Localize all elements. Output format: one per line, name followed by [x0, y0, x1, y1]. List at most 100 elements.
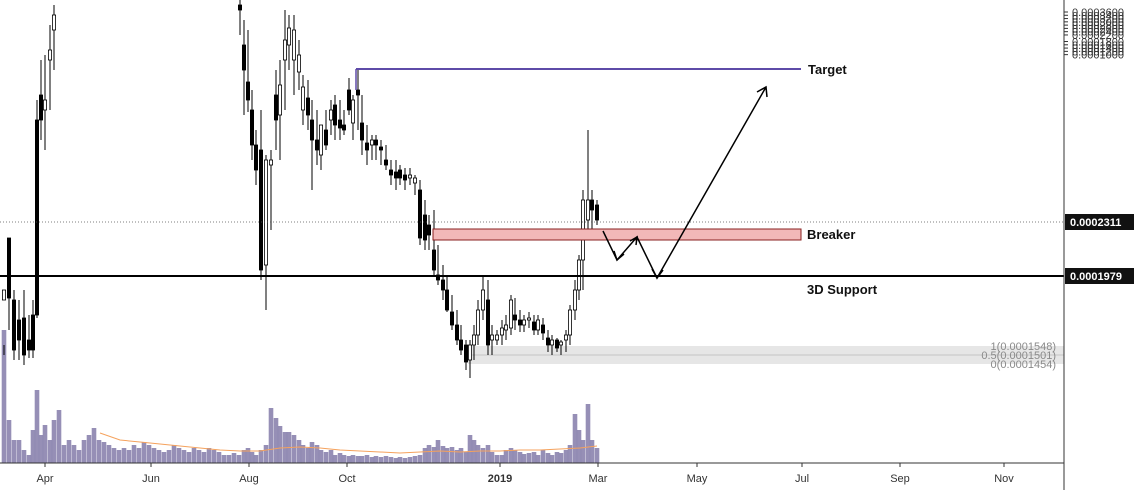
volume-bar: [431, 447, 437, 463]
arrowhead-down-2: [651, 268, 664, 280]
x-tick-label: May: [687, 473, 708, 485]
candle-body: [412, 177, 417, 184]
candle-body: [364, 142, 369, 151]
candle-body: [440, 279, 445, 291]
volume-bar: [589, 440, 595, 463]
x-tick-label: Mar: [589, 473, 608, 485]
volume-bar: [151, 448, 157, 463]
candle-body: [489, 334, 494, 341]
volume-bar: [296, 440, 302, 463]
fib-label-top: 1(0.0001548): [991, 341, 1056, 353]
volume-bar: [364, 455, 370, 463]
volume-bar: [126, 450, 132, 463]
candle-body: [291, 29, 296, 61]
volume-bar: [121, 448, 127, 463]
volume-bar: [305, 448, 311, 463]
volume-bar: [136, 448, 142, 463]
x-tick-label: Sep: [890, 473, 910, 485]
volume-bar: [241, 450, 247, 463]
volume-bar: [355, 456, 361, 463]
candle-body: [444, 289, 449, 311]
arrowhead-up-2: [756, 85, 768, 98]
y-tick-label: 0.0001600: [1072, 40, 1124, 52]
candle-body: [39, 94, 44, 121]
volume-bar: [440, 446, 446, 463]
candle-body: [449, 311, 454, 326]
candle-body: [508, 299, 513, 329]
candle-body: [300, 86, 305, 111]
volume-bar: [407, 457, 413, 463]
candle-body: [237, 4, 242, 11]
y-axis-ticks: 0.00036000.00034000.00032000.00030000.00…: [1064, 7, 1124, 62]
candle-body: [532, 321, 537, 331]
volume-bar: [393, 458, 399, 463]
volume-bar: [309, 442, 315, 463]
candle-body: [590, 199, 595, 211]
volume-bar: [206, 448, 212, 463]
volume-bar: [56, 410, 62, 463]
candle-body: [273, 94, 278, 121]
volume-bar: [277, 426, 283, 463]
volume-bar: [314, 445, 320, 463]
volume-bar: [521, 454, 527, 463]
volume-bar: [231, 453, 237, 463]
candle-body: [431, 249, 436, 271]
volume-bar: [558, 453, 564, 463]
volume-bar: [402, 458, 408, 463]
projection-arrows: [602, 85, 768, 280]
volume-bar: [86, 435, 92, 463]
volume-bar: [585, 404, 591, 463]
fib-label-mid: 0.5(0.0001501): [981, 350, 1056, 362]
candle-body: [253, 144, 258, 171]
volume-bar: [480, 448, 486, 463]
volume-bar: [196, 450, 202, 463]
y-tick-label: 0.0002800: [1072, 20, 1124, 32]
candle-body: [564, 334, 569, 341]
x-tick-label: Aug: [239, 473, 259, 485]
volume-bar: [176, 448, 182, 463]
candle-body: [26, 339, 31, 351]
volume-bars: [1, 330, 600, 463]
candle-body: [378, 146, 383, 151]
candle-body: [282, 39, 287, 61]
candle-body: [21, 317, 26, 356]
volume-bar: [76, 450, 82, 463]
volume-bar: [378, 457, 384, 463]
candle-body: [522, 319, 527, 326]
volume-bar: [273, 418, 279, 463]
volume-bar: [545, 453, 551, 463]
x-tick-label: Nov: [994, 473, 1014, 485]
volume-bar: [489, 452, 495, 463]
candle-body: [369, 139, 374, 146]
last-price-label: 0.0002311: [1070, 217, 1121, 229]
volume-bar: [166, 450, 172, 463]
volume-bar: [211, 450, 217, 463]
volume-bar: [111, 448, 117, 463]
volume-moving-average: [99, 432, 598, 454]
volume-bar: [141, 442, 147, 463]
volume-bar: [346, 456, 352, 463]
candle-body: [7, 237, 12, 299]
volume-bar: [47, 440, 53, 463]
candle-body: [463, 344, 468, 363]
candle-body: [388, 169, 393, 176]
volume-bar: [34, 390, 40, 463]
candle-body: [499, 327, 504, 336]
candle-body: [305, 97, 310, 116]
arrowhead-down-1: [613, 250, 625, 262]
volume-bar: [116, 450, 122, 463]
breaker-zone: [432, 228, 802, 241]
candle-body: [550, 339, 555, 346]
volume-bar: [388, 457, 394, 463]
candle-body: [249, 109, 254, 146]
candle-body: [268, 159, 273, 166]
candle-body: [559, 341, 564, 346]
volume-bar: [201, 452, 207, 463]
volume-bar: [383, 456, 389, 463]
candle-body: [422, 214, 427, 241]
volume-bar: [249, 452, 255, 463]
volume-bar: [503, 450, 509, 463]
volume-bar: [236, 455, 242, 463]
volume-bar: [226, 455, 232, 463]
candle-body: [393, 171, 398, 179]
